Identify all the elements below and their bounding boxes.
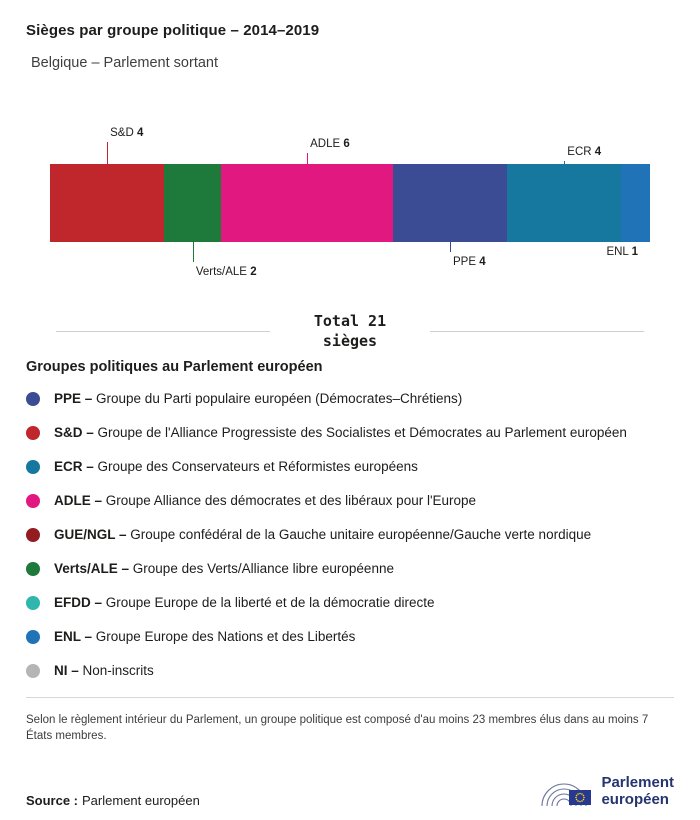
legend-item-2: ECR – Groupe des Conservateurs et Réform… [26,459,674,474]
bar-segment-ecr[interactable] [507,164,622,242]
legend-color-dot [26,391,40,406]
legend-color-dot [26,459,40,474]
ep-logo: Parlement européen [535,766,674,808]
legend-item-label: NI – Non-inscrits [54,663,154,678]
legend-item-3: ADLE – Groupe Alliance des démocrates et… [26,493,674,508]
legend-item-label: S&D – Groupe de l'Alliance Progressiste … [54,425,627,440]
total-label: Total 21 [313,312,387,330]
label-leader-line-adle [307,153,309,164]
legend-item-label: ENL – Groupe Europe des Nations et des L… [54,629,356,644]
bar-segment-enl[interactable] [621,164,650,242]
legend-color-dot [26,663,40,678]
divider [26,697,674,698]
footnote: Selon le règlement intérieur du Parlemen… [26,714,649,742]
legend-color-dot [26,527,40,542]
legend-item-0: PPE – Groupe du Parti populaire européen… [26,391,674,406]
source-label: Source : [26,793,79,808]
source-line: Source : Parlement européen [26,793,200,808]
bar-segment-ppe[interactable] [392,164,508,242]
legend-item-6: EFDD – Groupe Europe de la liberté et de… [26,595,674,610]
total-rule-left [56,330,270,332]
page-title: Sièges par groupe politique – 2014–2019 [26,22,320,39]
legend-item-label: EFDD – Groupe Europe de la liberté et de… [54,595,435,610]
legend-list: PPE – Groupe du Parti populaire européen… [26,391,674,678]
legend-item-label: GUE/NGL – Groupe confédéral de la Gauche… [54,527,592,542]
seats-bar-chart: S&D 4 Verts/ALE 2 ADLE 6 PPE 4 ECR 4 ENL 1 [50,116,650,301]
total-row: Total 21 sièges [56,311,644,351]
label-leader-line-s-d [107,142,109,164]
legend-color-dot [26,493,40,508]
bar-segment-verts-ale[interactable] [164,164,222,242]
bar-label-adle: ADLE 6 [310,138,350,150]
legend-item-label: Verts/ALE – Groupe des Verts/Alliance li… [54,561,394,576]
total-seats: Total 21 sièges [270,311,430,351]
legend-heading: Groupes politiques au Parlement européen [26,359,323,375]
bar-segment-s-d[interactable] [50,164,165,242]
label-leader-line-ecr [564,161,566,164]
label-leader-line-verts-ale [192,242,194,262]
ep-hemicycle-icon [541,783,592,807]
legend-item-label: ADLE – Groupe Alliance des démocrates et… [54,493,477,508]
bar-segment-adle[interactable] [221,164,393,242]
page-subtitle: Belgique – Parlement sortant [31,55,218,71]
legend-color-dot [26,425,40,440]
legend-item-1: S&D – Groupe de l'Alliance Progressiste … [26,425,674,440]
ep-logo-line2: européen [601,791,669,808]
source-value: Parlement européen [82,793,200,808]
ep-logo-text: Parlement européen [601,774,674,808]
bar-label-enl: ENL 1 [606,246,638,258]
legend-item-label: ECR – Groupe des Conservateurs et Réform… [54,459,418,474]
ep-logo-line1: Parlement [601,774,674,791]
legend-item-8: NI – Non-inscrits [26,663,674,678]
legend-color-dot [26,595,40,610]
stacked-bar [50,164,650,242]
bar-label-verts-ale: Verts/ALE 2 [195,266,257,278]
legend-item-5: Verts/ALE – Groupe des Verts/Alliance li… [26,561,674,576]
bar-label-ecr: ECR 4 [567,146,602,158]
footer: Source : Parlement européen [26,766,674,808]
total-sublabel: sièges [322,332,378,350]
bar-label-s-d: S&D 4 [110,127,144,139]
legend-color-dot [26,561,40,576]
legend-item-label: PPE – Groupe du Parti populaire européen… [54,391,463,406]
bar-label-ppe: PPE 4 [452,256,486,268]
total-rule-right [430,330,644,332]
legend-item-4: GUE/NGL – Groupe confédéral de la Gauche… [26,527,674,542]
label-leader-line-ppe [450,242,451,252]
legend-item-7: ENL – Groupe Europe des Nations et des L… [26,629,674,644]
legend-color-dot [26,629,40,644]
